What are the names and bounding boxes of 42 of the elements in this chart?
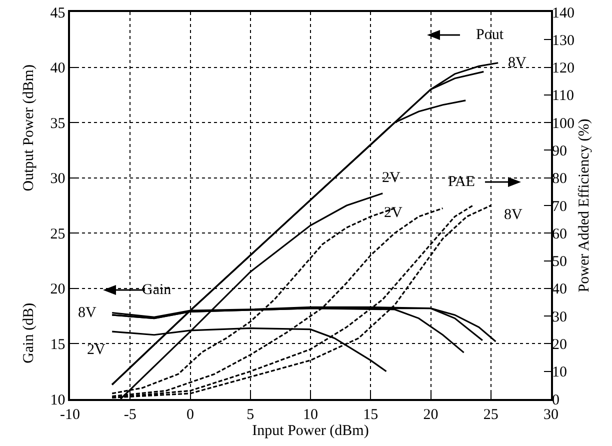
y2-axis-title: Power Added Efficiency (%) (576, 118, 592, 292)
y2-tick-label: 120 (552, 60, 574, 77)
x-tick-label: 30 (544, 406, 558, 423)
y-tick-label: 15 (50, 336, 66, 353)
y2-tick-label: 50 (552, 254, 567, 270)
y-tick-label: 40 (50, 60, 66, 77)
x-axis-title: Input Power (dBm) (252, 422, 369, 439)
text: Gain (dB) (20, 302, 37, 364)
x-tick-label: 15 (363, 406, 378, 423)
y-tick-label: 20 (50, 282, 66, 298)
y2-tick-label: 70 (552, 198, 567, 215)
annotation: 8V (78, 305, 96, 321)
x-tick-label: 5 (246, 406, 254, 423)
y2-tick-label: 30 (552, 309, 567, 326)
y-tick-label: 45 (50, 5, 66, 22)
y2-tick-label: 80 (552, 171, 567, 188)
y-tick-label: 25 (50, 226, 66, 242)
y-tick-label: 30 (50, 171, 66, 188)
x-tick-label: -5 (124, 406, 136, 423)
y2-tick-label: 110 (552, 88, 574, 104)
x-tick-label: 0 (186, 406, 194, 423)
y2-tick-label: 60 (552, 226, 567, 242)
x-tick-label: 25 (483, 406, 498, 423)
annotation: Pout (476, 27, 504, 43)
y2-tick-label: 140 (552, 5, 574, 22)
annotation: 2V (382, 170, 400, 186)
annotation: 2V (384, 205, 402, 221)
x-tick-label: -10 (60, 406, 80, 423)
x-tick-label: 20 (423, 406, 438, 423)
annotation: 2V (87, 342, 106, 358)
annotation: 8V (504, 207, 522, 223)
y2-tick-label: 40 (552, 282, 567, 298)
y2-tick-label: 130 (552, 32, 574, 49)
y2-tick-label: 100 (552, 116, 574, 132)
y-axis-title: Output Power (dBm) (21, 64, 38, 192)
x-tick-label: 10 (303, 406, 318, 423)
y2-tick-label: 20 (552, 336, 567, 353)
y2-tick-label: 10 (552, 364, 567, 381)
y-tick-label: 35 (50, 116, 66, 132)
y-tick-label: 10 (50, 392, 66, 408)
y2-tick-label: 90 (552, 143, 567, 160)
annotation: 8V (508, 55, 526, 71)
